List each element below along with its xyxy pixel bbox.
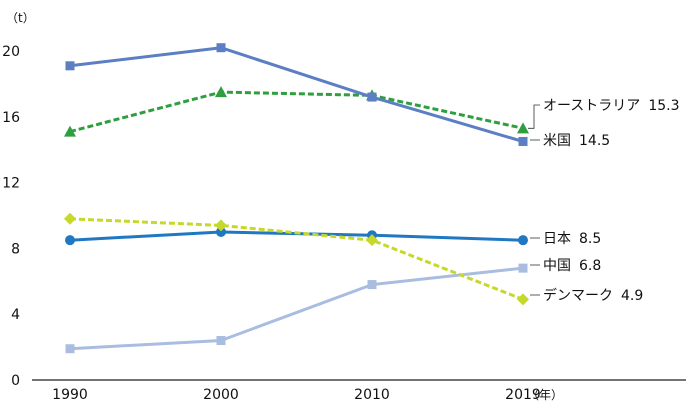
series-label-3: 中国 6.8 <box>543 258 601 274</box>
series-name: 中国 <box>543 258 571 274</box>
data-point-marker <box>366 234 378 247</box>
data-point-marker <box>517 293 529 306</box>
x-axis-ticks: 1990 2000 2010 2019 <box>52 387 541 403</box>
x-tick-label: 2019 <box>505 387 541 403</box>
series-name: 日本 <box>543 231 571 247</box>
series-name: オーストラリア <box>543 98 640 114</box>
data-point-marker <box>215 86 227 98</box>
series-value: 15.3 <box>648 98 679 114</box>
data-point-marker <box>216 336 226 346</box>
label-connector <box>528 104 540 129</box>
series-value: 6.8 <box>579 258 601 274</box>
series-layer <box>64 43 529 354</box>
x-tick-label: 2010 <box>354 387 390 403</box>
series-label-4: デンマーク 4.9 <box>543 287 643 304</box>
data-point-marker <box>518 263 528 273</box>
y-tick-label: 20 <box>2 44 20 60</box>
y-tick-label: 16 <box>2 110 20 126</box>
series-line-0 <box>69 90 524 134</box>
series-labels: オーストラリア 15.3 米国 14.5 日本 8.5 中国 6.8 デンマーク 4.9 <box>528 98 679 304</box>
y-axis-ticks: 0 4 8 12 16 20 <box>2 44 20 389</box>
y-tick-label: 4 <box>11 307 20 323</box>
y-tick-label: 12 <box>2 176 20 192</box>
data-point-marker <box>517 122 529 134</box>
series-name: デンマーク <box>543 287 613 304</box>
series-label-0: オーストラリア 15.3 <box>543 98 679 114</box>
data-point-marker <box>64 125 76 137</box>
data-point-marker <box>518 136 528 146</box>
data-point-marker <box>518 235 528 246</box>
data-point-marker <box>367 92 377 102</box>
series-label-2: 日本 8.5 <box>543 231 601 247</box>
series-line-1 <box>69 46 524 143</box>
data-point-marker <box>65 61 75 71</box>
x-tick-label: 1990 <box>52 387 88 403</box>
data-point-marker <box>64 212 76 225</box>
series-label-1: 米国 14.5 <box>543 133 610 149</box>
data-point-marker <box>367 280 377 290</box>
y-tick-label: 8 <box>11 241 20 257</box>
data-point-marker <box>216 226 226 237</box>
data-point-marker <box>216 43 226 53</box>
data-point-marker <box>65 235 75 246</box>
series-name: 米国 <box>543 133 571 149</box>
y-axis-unit-label: （t） <box>6 11 35 25</box>
y-tick-label: 0 <box>11 373 20 389</box>
series-line-3 <box>69 266 524 351</box>
x-tick-label: 2000 <box>203 387 239 403</box>
series-value: 8.5 <box>579 231 601 247</box>
data-point-marker <box>215 219 227 232</box>
data-point-marker <box>65 344 75 354</box>
series-line-4 <box>69 217 524 301</box>
series-value: 4.9 <box>621 288 643 304</box>
x-axis-unit-label: （年） <box>527 388 563 402</box>
series-value: 14.5 <box>579 133 610 149</box>
